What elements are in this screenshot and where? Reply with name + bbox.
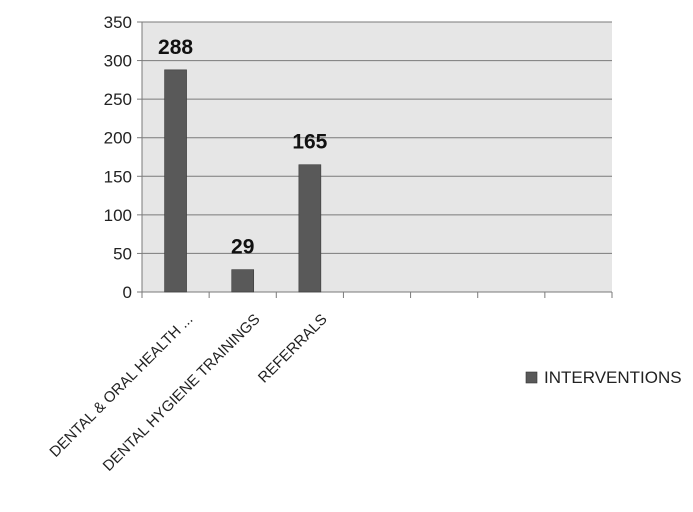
bar — [231, 269, 255, 293]
y-tick-label: 250 — [104, 90, 132, 109]
legend-swatch — [525, 371, 538, 384]
legend-label: INTERVENTIONS — [544, 368, 682, 387]
gridlines — [142, 21, 612, 293]
data-labels: 288 29 165 — [158, 36, 328, 259]
y-tick-label: 350 — [104, 13, 132, 32]
y-tick-label: 150 — [104, 167, 132, 186]
legend: INTERVENTIONS — [525, 368, 682, 387]
y-axis: 0 50 100 150 200 250 300 350 — [104, 13, 143, 302]
data-label: 29 — [231, 236, 254, 259]
y-tick-label: 100 — [104, 206, 132, 225]
category-label: DENTAL & ORAL HEALTH ... — [46, 311, 196, 461]
y-tick-label: 0 — [123, 283, 132, 302]
bar — [298, 164, 322, 293]
y-tick-label: 300 — [104, 52, 132, 71]
data-label: 165 — [292, 131, 327, 154]
y-tick-label: 50 — [113, 244, 132, 263]
bar — [164, 69, 187, 293]
data-label: 288 — [158, 36, 193, 59]
y-tick-label: 200 — [104, 129, 132, 148]
bars — [164, 69, 322, 293]
category-label: REFERRALS — [255, 311, 331, 387]
x-axis — [141, 291, 613, 298]
category-labels: DENTAL & ORAL HEALTH ...DENTAL HYGIENE T… — [46, 311, 330, 475]
plot-area — [142, 22, 612, 292]
